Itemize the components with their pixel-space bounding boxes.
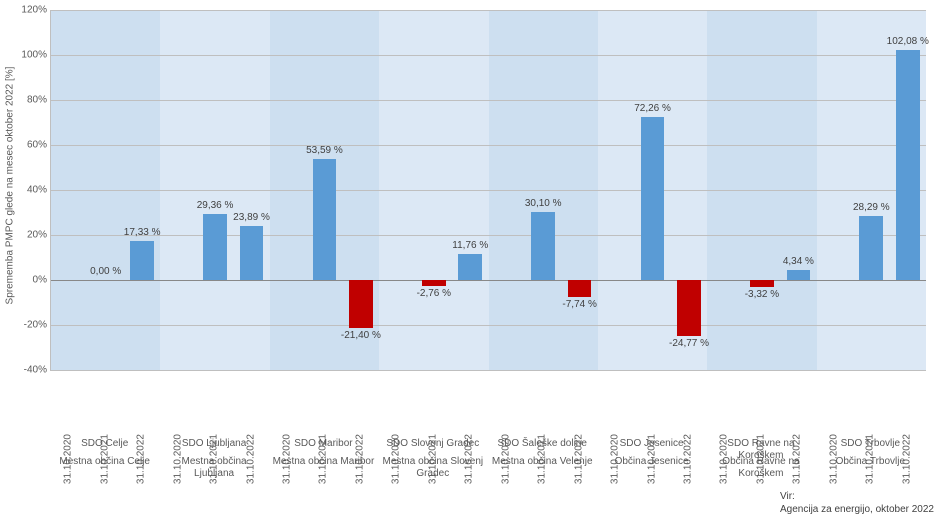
chart-container: Sprememba PMPC glede na mesec oktober 20… [0,0,940,518]
bar [750,280,774,287]
source-prefix: Vir: [780,491,795,502]
bar-value-label: 17,33 % [124,227,161,238]
x-municipality-label: Občina Ravne na Koroškem [708,456,813,479]
x-municipality-label: Občina Trbovlje [818,456,923,468]
x-municipality-label: Mestna občina Slovenj Gradec [380,456,485,479]
gridline [51,145,926,146]
bar-value-label: 53,59 % [306,145,343,156]
bar-value-label: 72,26 % [634,103,671,114]
x-sdo-label: SDO Ljubljana [161,438,266,450]
x-sdo-label: SDO Maribor [271,438,376,450]
bar-value-label: 102,08 % [887,36,929,47]
gridline [51,325,926,326]
x-sdo-label: SDO Trbovlje [818,438,923,450]
bar-value-label: 0,00 % [90,266,121,277]
bar-value-label: -21,40 % [341,330,381,341]
zero-line [51,280,926,281]
bar [349,280,373,328]
gridline [51,10,926,11]
y-tick-label: 80% [27,95,47,106]
gridline [51,55,926,56]
y-tick-label: 20% [27,230,47,241]
y-axis-label: Sprememba PMPC glede na mesec oktober 20… [5,66,16,304]
x-sdo-label: SDO Celje [52,438,157,450]
x-municipality-label: Mestna občina Ljubljana [161,456,266,479]
x-sdo-label: SDO Jesenice [599,438,704,450]
gridline [51,100,926,101]
bar [787,270,811,280]
y-tick-label: 60% [27,140,47,151]
bar [677,280,701,336]
y-tick-label: 100% [21,50,47,61]
y-tick-label: -20% [24,320,47,331]
bar [641,117,665,280]
x-sdo-label: SDO Slovenj Gradec [380,438,485,450]
bar [458,254,482,280]
bar-value-label: 11,76 % [452,240,488,251]
bar [422,280,446,286]
bar-value-label: 4,34 % [783,256,814,267]
bar [531,212,555,280]
bar [313,159,337,280]
x-axis-municipality-row: Mestna občina Celje Mestna občina Ljublja… [50,456,925,486]
bar-value-label: 29,36 % [197,200,234,211]
bar-value-label: -3,32 % [745,289,779,300]
bar [859,216,883,280]
x-municipality-label: Mestna občina Maribor [271,456,376,468]
gridline [51,235,926,236]
bar [203,214,227,280]
x-municipality-label: Mestna občina Celje [52,456,157,468]
x-municipality-label: Občina Jesenice [599,456,704,468]
bar [130,241,154,280]
bar-value-label: 28,29 % [853,202,890,213]
bar-value-label: 30,10 % [525,198,562,209]
bar [568,280,592,297]
gridline [51,190,926,191]
bar-value-label: -2,76 % [417,288,451,299]
y-axis-label-wrap: Sprememba PMPC glede na mesec oktober 20… [0,0,20,370]
gridline [51,370,926,371]
y-tick-label: -40% [24,365,47,376]
y-tick-label: 0% [33,275,47,286]
source-text: Agencija za energijo, oktober 2022 [780,504,934,515]
x-municipality-label: Mestna občina Velenje [490,456,595,468]
x-axis-sdo-row: SDO Celje SDO Ljubljana SDO Maribor SDO Slo… [50,438,925,454]
bar [896,50,920,280]
y-tick-label: 120% [21,5,47,16]
x-axis-dates: 31.10.202031.10.202131.10.202231.10.2020… [50,376,925,438]
bar-value-label: 23,89 % [233,212,270,223]
y-tick-label: 40% [27,185,47,196]
bar-value-label: -7,74 % [562,299,596,310]
bar-value-label: -24,77 % [669,338,709,349]
source-citation: Vir: Agencija za energijo, oktober 2022 [780,491,934,516]
x-sdo-label: SDO Šaleške doline [490,438,595,450]
plot-area: -40%-20%0%20%40%60%80%100%120%0,00 %17,3… [50,10,926,371]
bar [240,226,264,280]
